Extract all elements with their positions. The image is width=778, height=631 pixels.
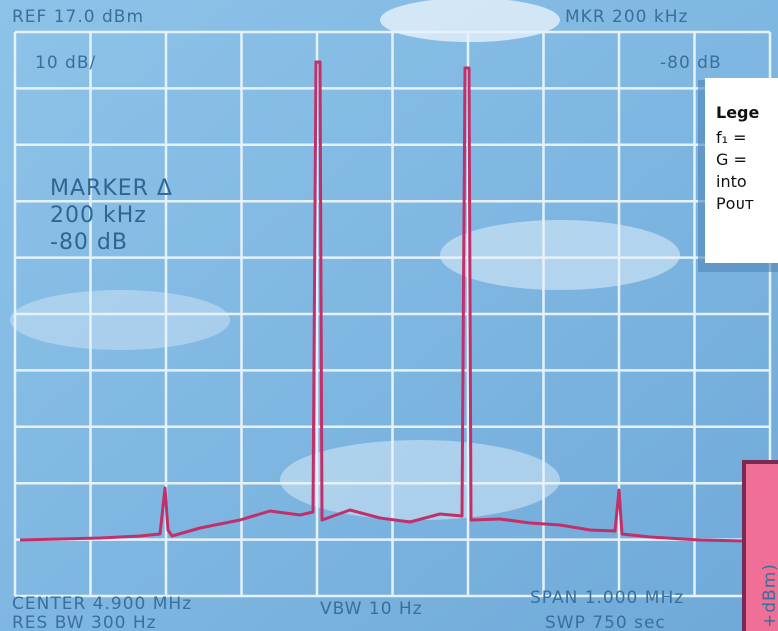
sweep: SWP 750 sec [545, 613, 666, 631]
marker-readout: MKR 200 kHz [565, 7, 688, 27]
legend-line: Pᴏᴜᴛ [716, 194, 754, 213]
legend-box [705, 78, 778, 263]
res-bw: RES BW 300 Hz [12, 613, 157, 631]
marker-title: MARKER Δ [50, 176, 173, 201]
cloud [440, 220, 680, 290]
marker-freq: 200 kHz [50, 203, 147, 228]
ref-level: REF 17.0 dBm [12, 7, 144, 27]
side-panel [746, 464, 778, 631]
marker-level: -80 dB [50, 230, 128, 255]
legend-line: f₁ = [716, 128, 747, 147]
spectrum-trace [19, 60, 746, 543]
vbw: VBW 10 Hz [320, 599, 423, 619]
legend-line: G = [716, 150, 747, 169]
cloud [280, 440, 560, 520]
span: SPAN 1.000 MHz [530, 588, 684, 608]
side-label: +dBm) [760, 563, 778, 628]
cloud [380, 0, 560, 42]
scale: 10 dB/ [35, 53, 96, 73]
legend-line: into [716, 172, 747, 191]
center-freq: CENTER 4.900 MHz [12, 594, 192, 614]
graticule [13, 30, 772, 598]
marker-delta: -80 dB [660, 53, 722, 73]
legend-title: Lege [716, 103, 760, 122]
cloud [10, 290, 230, 350]
